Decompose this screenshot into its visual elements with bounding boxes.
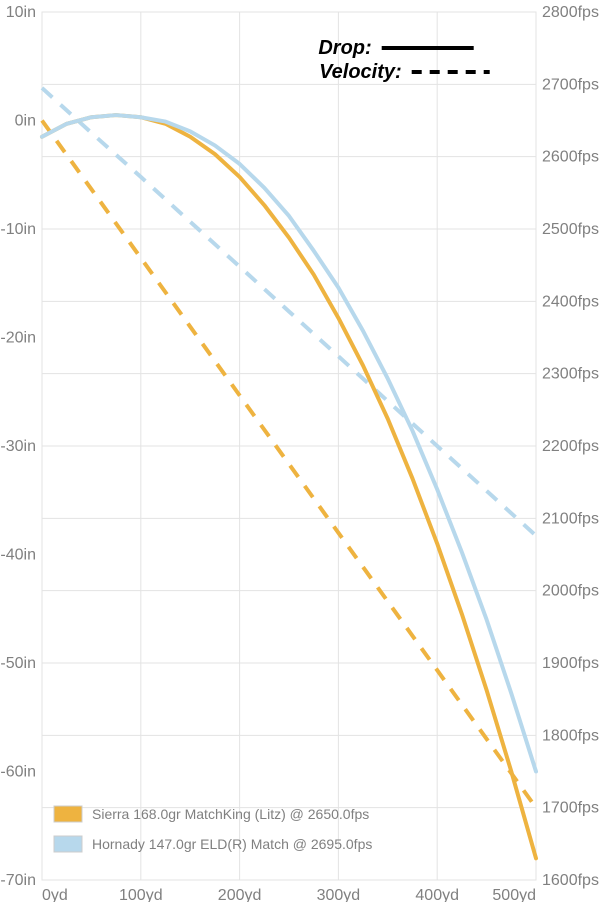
y-left-tick-label: 0in (15, 113, 36, 130)
y-right-tick-label: 1900fps (542, 655, 599, 672)
x-tick-label: 200yd (218, 887, 262, 902)
y-right-tick-label: 1800fps (542, 727, 599, 744)
y-left-tick-label: -50in (0, 655, 36, 672)
y-right-tick-label: 2400fps (542, 293, 599, 310)
y-right-tick-label: 2300fps (542, 366, 599, 383)
y-left-tick-label: -10in (0, 221, 36, 238)
chart-svg: -70in -60in -50in -40in -30in -20in -10in 0in 10… (0, 0, 600, 902)
y-right-tick-label: 2500fps (542, 221, 599, 238)
x-tick-label: 0yd (42, 887, 68, 902)
x-tick-label: 300yd (317, 887, 361, 902)
y-right-tick-label: 1700fps (542, 800, 599, 817)
y-left-tick-label: -30in (0, 438, 36, 455)
y-right-tick-label: 2800fps (542, 4, 599, 21)
legend-swatch-hornady (54, 836, 82, 852)
y-left-tick-label: -20in (0, 330, 36, 347)
legend-swatch-sierra (54, 806, 82, 822)
y-right-tick-label: 1600fps (542, 872, 599, 889)
x-tick-label: 100yd (119, 887, 163, 902)
y-right-tick-label: 2700fps (542, 76, 599, 93)
y-left-tick-label: -60in (0, 764, 36, 781)
y-left-tick-label: -70in (0, 872, 36, 889)
ballistics-chart: -70in -60in -50in -40in -30in -20in -10in 0in 10… (0, 0, 600, 902)
x-tick-label: 400yd (415, 887, 459, 902)
y-left-tick-label: -40in (0, 547, 36, 564)
x-tick-label: 500yd (492, 887, 536, 902)
legend-label-hornady: Hornady 147.0gr ELD(R) Match @ 2695.0fps (92, 836, 372, 852)
y-right-tick-label: 2100fps (542, 510, 599, 527)
legend-label-sierra: Sierra 168.0gr MatchKing (Litz) @ 2650.0… (92, 806, 369, 822)
legend-velocity-label: Velocity: (319, 61, 402, 83)
y-right-tick-label: 2600fps (542, 149, 599, 166)
legend-drop-label: Drop: (318, 37, 371, 59)
y-right-tick-label: 2000fps (542, 583, 599, 600)
y-left-tick-label: 10in (6, 4, 36, 21)
y-right-tick-label: 2200fps (542, 438, 599, 455)
